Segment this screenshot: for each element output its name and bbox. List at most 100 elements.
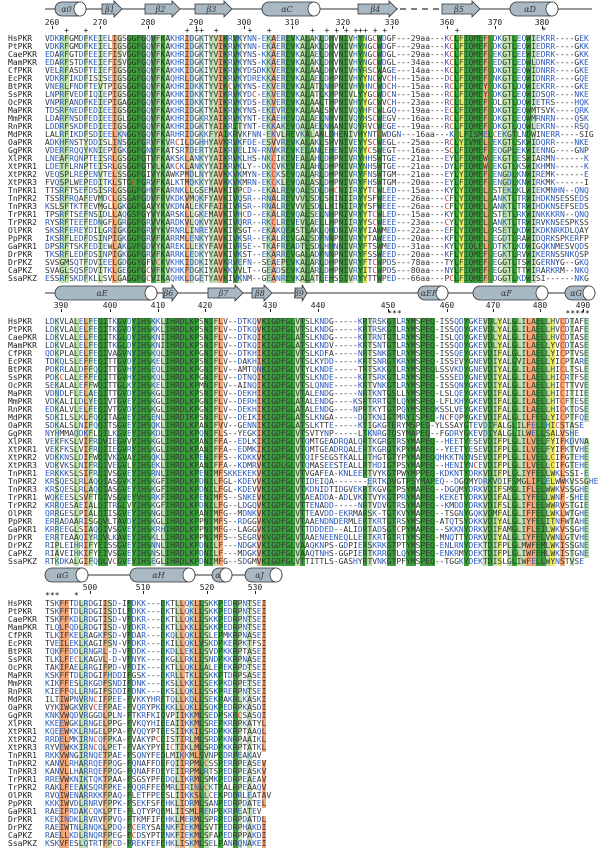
residue: - xyxy=(439,202,445,211)
residue: L xyxy=(454,82,459,91)
residue: V xyxy=(165,266,171,275)
residue: I xyxy=(208,365,214,374)
residue: A xyxy=(165,98,171,107)
residue: Y xyxy=(463,341,469,350)
residue: M xyxy=(199,381,204,390)
residue: - xyxy=(405,234,411,243)
residue: K xyxy=(324,90,329,99)
residue: R xyxy=(353,186,358,195)
residue: L xyxy=(242,266,248,275)
residue: F xyxy=(83,218,89,227)
residue: - xyxy=(555,114,560,123)
residue: E xyxy=(54,82,60,91)
residue: E xyxy=(391,122,397,131)
residue: F xyxy=(280,397,286,406)
residue: V xyxy=(290,98,296,107)
residue: E xyxy=(194,202,200,211)
residue: A xyxy=(328,349,334,358)
residue: M xyxy=(555,242,560,251)
residue: - xyxy=(569,82,575,91)
residue: T xyxy=(381,154,387,163)
residue: P xyxy=(584,250,589,259)
residue: W xyxy=(526,138,532,147)
residue: G xyxy=(117,389,123,398)
residue: I xyxy=(208,389,214,398)
residue: E xyxy=(516,50,522,59)
structure-label: β9 xyxy=(293,289,304,298)
residue: H xyxy=(141,389,147,398)
residue: Y xyxy=(362,146,368,155)
asterisk-marker: * xyxy=(575,309,581,318)
residue: F xyxy=(64,202,70,211)
residue: H xyxy=(357,130,363,139)
residue: L xyxy=(526,381,532,390)
residue: F xyxy=(458,74,464,83)
residue: K xyxy=(295,274,301,283)
residue: I xyxy=(97,162,103,171)
residue: V xyxy=(232,202,238,211)
alignment-row: OcPKR VNPRFANDFKEIEPIGAGGFGQVFKAKHKIDKKTY… xyxy=(0,99,600,107)
residue: L xyxy=(507,365,512,374)
residue: E xyxy=(584,58,589,67)
residue: S xyxy=(199,357,204,366)
residue: G xyxy=(285,397,291,406)
residue: F xyxy=(64,234,70,243)
residue: T xyxy=(507,266,512,275)
residue: L xyxy=(319,242,325,251)
residue: - xyxy=(434,234,440,243)
residue: D xyxy=(487,325,493,334)
residue: R xyxy=(362,373,368,382)
residue: S xyxy=(309,202,315,211)
residue: - xyxy=(251,226,257,235)
residue: L xyxy=(290,397,296,406)
residue: S xyxy=(146,317,151,326)
residue: - xyxy=(434,178,440,187)
residue: E xyxy=(381,234,387,243)
residue: V xyxy=(150,50,156,59)
residue: - xyxy=(333,373,339,382)
residue: Q xyxy=(540,234,546,243)
residue: Q xyxy=(295,114,301,123)
residue: A xyxy=(300,34,305,43)
residue: H xyxy=(170,365,175,374)
residue: - xyxy=(434,122,440,131)
residue: L xyxy=(487,130,493,139)
residue: - xyxy=(333,317,339,326)
residue: L xyxy=(482,218,488,227)
residue: G xyxy=(502,66,508,75)
residue: E xyxy=(478,90,483,99)
residue: V xyxy=(232,138,238,147)
residue: G xyxy=(386,325,392,334)
residue: Y xyxy=(497,357,503,366)
residue: V xyxy=(348,234,354,243)
residue: I xyxy=(574,389,580,398)
residue: I xyxy=(463,194,469,203)
residue: Q xyxy=(280,226,286,235)
residue: R xyxy=(45,218,50,227)
residue: F xyxy=(83,186,89,195)
residue: L xyxy=(304,138,310,147)
residue: L xyxy=(319,34,325,43)
residue: H xyxy=(328,218,334,227)
residue: G xyxy=(141,194,147,203)
residue: S xyxy=(521,258,527,267)
residue: G xyxy=(69,34,74,43)
residue: E xyxy=(545,130,551,139)
residue: G xyxy=(126,58,132,67)
residue: F xyxy=(213,389,219,398)
residue: L xyxy=(482,226,488,235)
residue: E xyxy=(478,349,483,358)
residue: F xyxy=(83,210,89,219)
residue: S xyxy=(569,194,575,203)
residue: I xyxy=(218,162,224,171)
residue: R xyxy=(492,226,498,235)
residue: P xyxy=(49,242,55,251)
residue: R xyxy=(372,317,378,326)
residue: S xyxy=(78,266,84,275)
residue: T xyxy=(516,202,522,211)
residue: F xyxy=(136,122,142,131)
residue: F xyxy=(107,218,113,227)
residue: L xyxy=(83,333,89,342)
residue: E xyxy=(261,170,267,179)
residue: M xyxy=(73,34,79,43)
